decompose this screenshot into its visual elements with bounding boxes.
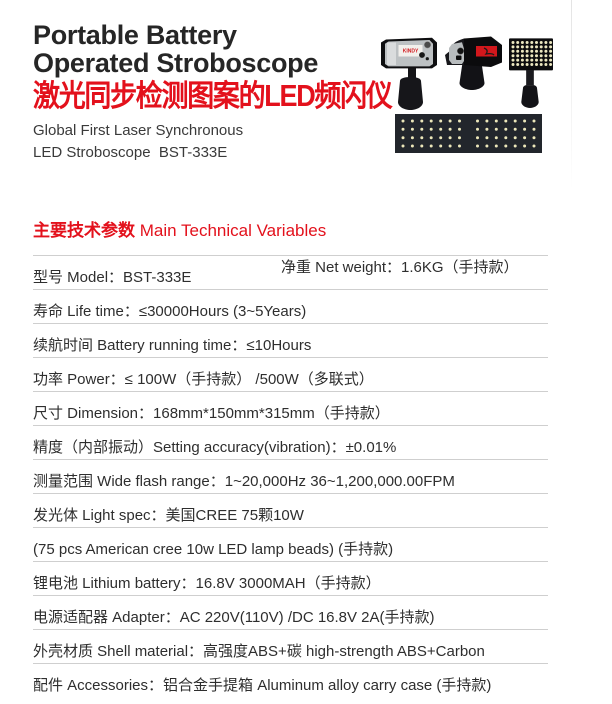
svg-text:KINDY: KINDY [403,49,419,55]
